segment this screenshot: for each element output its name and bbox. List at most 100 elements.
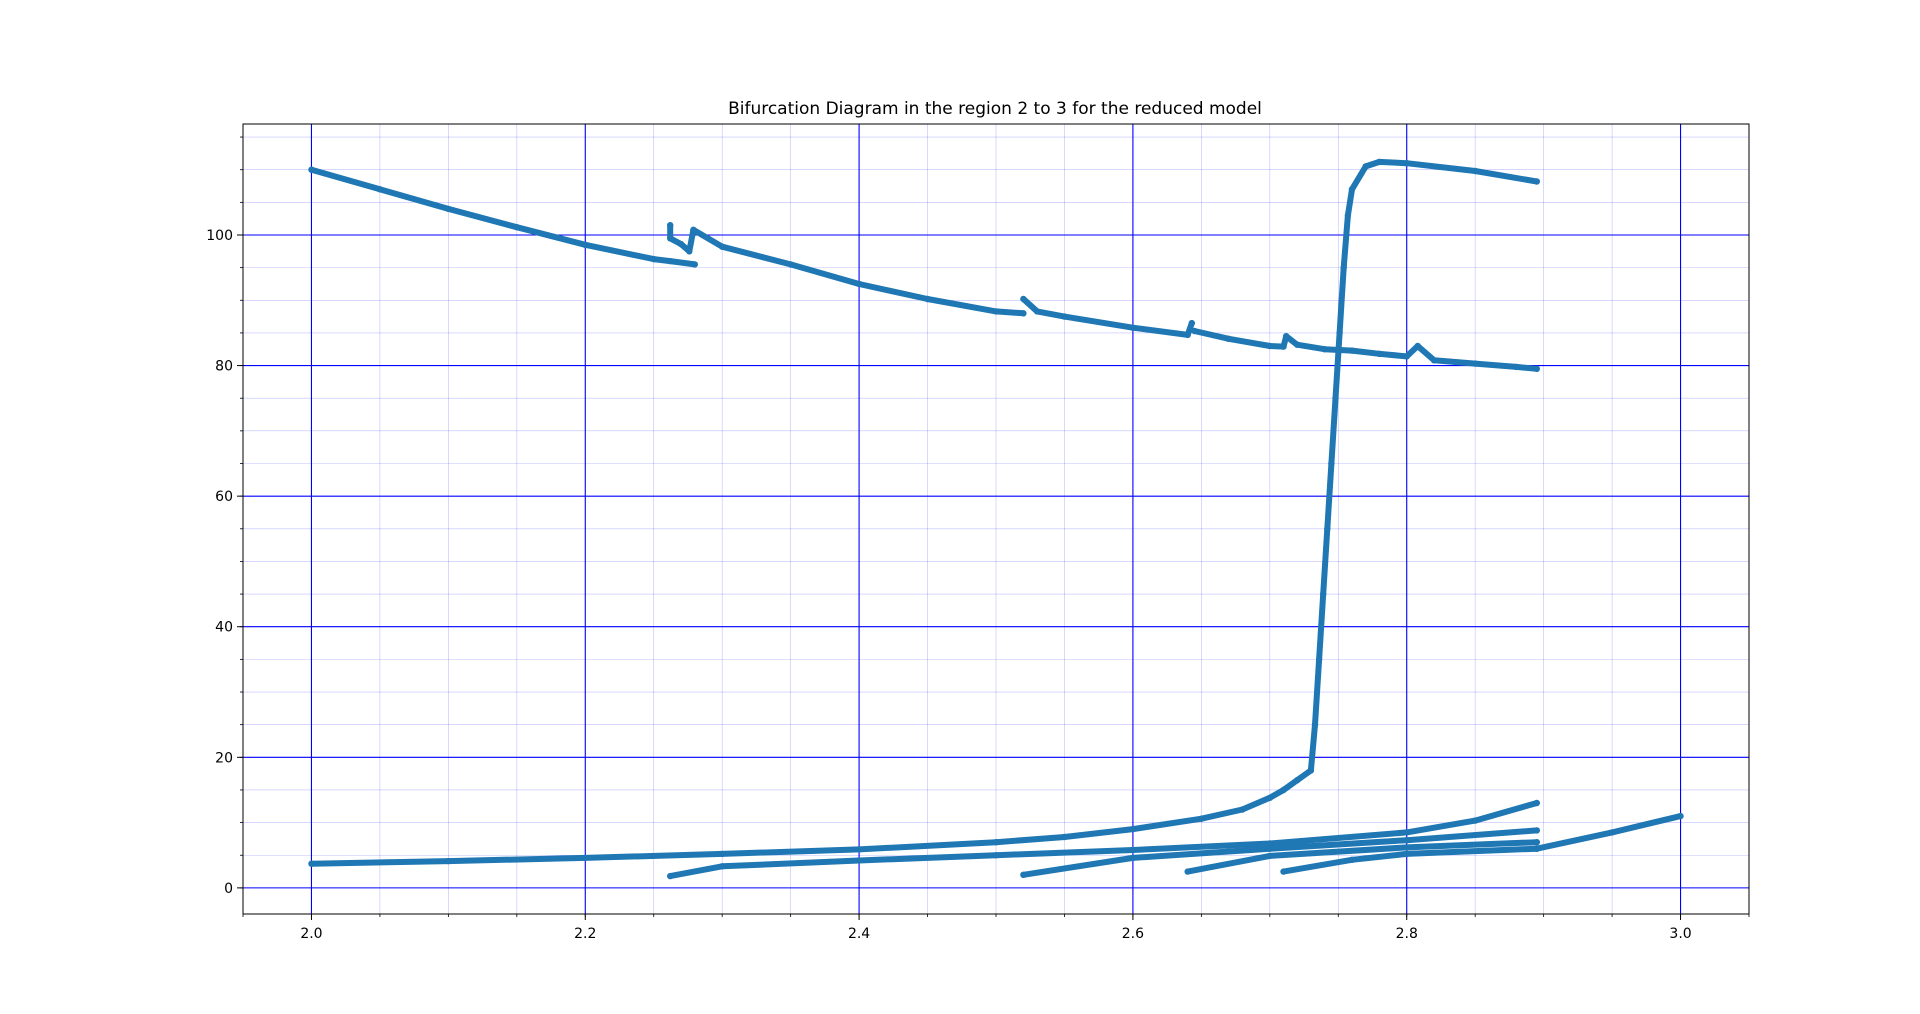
data-point xyxy=(1280,343,1287,350)
data-point xyxy=(1348,856,1356,863)
data-point xyxy=(1340,264,1347,271)
data-point xyxy=(1315,656,1323,663)
data-point xyxy=(1348,347,1356,354)
x-tick-label: 2.4 xyxy=(848,926,870,942)
data-point xyxy=(855,857,863,864)
data-point xyxy=(1403,844,1410,851)
data-point xyxy=(1020,310,1027,317)
x-tick-label: 2.6 xyxy=(1122,926,1144,942)
data-point xyxy=(1061,833,1068,841)
data-point xyxy=(1294,777,1301,784)
data-point xyxy=(1020,295,1027,303)
data-point xyxy=(1533,365,1541,372)
data-point xyxy=(1184,331,1191,339)
data-point xyxy=(1533,845,1541,852)
data-point xyxy=(1061,313,1068,320)
y-axis: 0 20 40 60 80 100 xyxy=(206,136,243,897)
data-point xyxy=(690,226,697,233)
data-point xyxy=(376,186,384,193)
data-point xyxy=(1430,357,1438,364)
data-point xyxy=(1472,167,1479,175)
data-point xyxy=(1472,817,1479,824)
data-point xyxy=(667,235,674,242)
y-tick-label: 20 xyxy=(215,750,233,766)
data-point xyxy=(1294,341,1301,348)
data-point xyxy=(582,241,589,248)
x-axis: 2.0 2.2 2.4 2.6 2.8 3.0 xyxy=(242,914,1750,942)
data-point xyxy=(582,854,589,862)
data-point xyxy=(924,295,931,303)
data-point xyxy=(1533,178,1541,185)
data-point xyxy=(1321,346,1328,353)
x-tick-label: 3.0 xyxy=(1669,926,1691,942)
data-point xyxy=(308,860,315,867)
data-point xyxy=(1280,868,1287,875)
data-point xyxy=(855,846,863,853)
y-tick-label: 60 xyxy=(215,489,233,505)
data-point xyxy=(855,280,863,288)
data-series-9 xyxy=(1280,845,1540,875)
data-point xyxy=(308,166,315,173)
data-point xyxy=(1324,525,1331,532)
data-point xyxy=(1280,786,1287,794)
data-point xyxy=(1129,324,1137,331)
data-point xyxy=(1533,839,1541,846)
data-series-5 xyxy=(1307,158,1540,774)
data-point xyxy=(719,243,726,250)
data-point xyxy=(1677,812,1684,820)
data-point xyxy=(445,205,452,213)
y-tick-label: 40 xyxy=(215,620,233,636)
data-point xyxy=(1307,767,1315,774)
data-point xyxy=(1266,342,1274,350)
data-point xyxy=(1472,360,1479,367)
data-point xyxy=(1283,333,1290,340)
data-point xyxy=(686,248,693,255)
data-point xyxy=(1376,158,1383,166)
data-point xyxy=(691,261,698,268)
data-point xyxy=(1403,850,1410,858)
data-point xyxy=(667,872,674,880)
data-point xyxy=(650,255,657,263)
data-point xyxy=(1403,829,1410,836)
data-point xyxy=(1184,868,1191,875)
data-point xyxy=(1332,395,1339,402)
data-point xyxy=(1320,590,1327,598)
y-tick-label: 80 xyxy=(215,359,233,375)
major-grid xyxy=(243,124,1749,914)
x-tick-label: 2.0 xyxy=(300,926,322,942)
data-point xyxy=(513,224,520,231)
data-point xyxy=(719,850,726,858)
data-point xyxy=(1191,327,1198,335)
y-tick-label: 0 xyxy=(224,881,233,897)
data-point xyxy=(1344,212,1352,219)
data-point xyxy=(1266,794,1274,801)
data-point xyxy=(1348,186,1356,193)
data-point xyxy=(1266,852,1274,860)
data-point xyxy=(1328,460,1335,467)
data-point xyxy=(1188,319,1196,327)
data-point xyxy=(1608,829,1616,836)
data-point xyxy=(1414,342,1421,350)
data-point xyxy=(719,863,726,870)
chart-title: Bifurcation Diagram in the region 2 to 3… xyxy=(728,99,1262,119)
y-tick-label: 100 xyxy=(206,228,233,244)
data-series-8 xyxy=(1184,839,1540,875)
data-point xyxy=(1362,163,1369,170)
x-tick-label: 2.2 xyxy=(574,926,596,942)
data-point xyxy=(1533,799,1541,807)
data-point xyxy=(667,257,674,265)
data-point xyxy=(992,308,1000,315)
data-point xyxy=(1239,806,1246,813)
data-point xyxy=(1403,160,1410,167)
data-point xyxy=(1198,815,1205,822)
data-point xyxy=(1129,846,1137,854)
data-point xyxy=(1266,840,1274,847)
data-point xyxy=(445,857,452,865)
data-point xyxy=(1403,353,1410,360)
series-layer xyxy=(308,158,1684,880)
data-point xyxy=(1266,845,1274,852)
x-tick-label: 2.8 xyxy=(1396,926,1418,942)
data-point xyxy=(992,839,1000,846)
